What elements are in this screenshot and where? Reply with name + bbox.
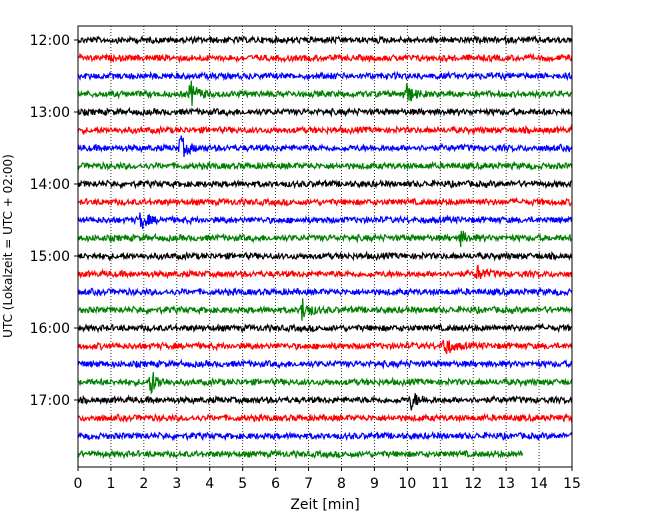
- y-tick-label: 16:00: [30, 321, 70, 337]
- y-tick-label: 14:00: [30, 177, 70, 193]
- trace-row: [77, 286, 573, 298]
- trace-row: [78, 80, 572, 107]
- trace-row: [77, 178, 573, 190]
- plot-frame: [77, 25, 573, 468]
- trace-row: [77, 34, 573, 46]
- y-tick-label: 15:00: [30, 249, 70, 265]
- trace-row: [77, 70, 573, 82]
- trace-row: [77, 160, 573, 172]
- x-tick-label: 14: [530, 476, 548, 492]
- trace-row: [77, 298, 573, 321]
- x-tick-label: 5: [238, 476, 247, 492]
- x-tick-label: 9: [370, 476, 379, 492]
- x-axis-label: Zeit [min]: [290, 497, 359, 513]
- y-tick-label: 17:00: [30, 393, 70, 409]
- trace-row: [77, 196, 573, 208]
- x-tick-label: 8: [337, 476, 346, 492]
- x-tick-label: 13: [497, 476, 515, 492]
- trace-row: [77, 230, 573, 248]
- trace-row: [77, 212, 573, 230]
- trace-row: [77, 52, 573, 64]
- x-tick-label: 10: [398, 476, 416, 492]
- trace-row: [77, 322, 573, 334]
- x-tick-label: 11: [431, 476, 449, 492]
- trace-row: [77, 264, 573, 280]
- x-tick-label: 3: [172, 476, 181, 492]
- x-tick-label: 1: [106, 476, 115, 492]
- trace-row: [77, 449, 524, 460]
- trace-row: [77, 358, 573, 370]
- trace-row: [77, 371, 573, 395]
- x-tick-label: 0: [74, 476, 83, 492]
- trace-row: [77, 106, 573, 118]
- y-tick-label: 13:00: [30, 105, 70, 121]
- x-tick-label: 2: [139, 476, 148, 492]
- x-tick-label: 4: [205, 476, 214, 492]
- trace-layer: [77, 34, 573, 460]
- y-tick-label: 12:00: [30, 33, 70, 49]
- x-tick-label: 12: [464, 476, 482, 492]
- y-axis-label: UTC (Lokalzeit = UTC + 02:00): [1, 154, 15, 338]
- trace-row: [77, 250, 573, 262]
- x-tick-label: 6: [271, 476, 280, 492]
- trace-row: [77, 339, 573, 354]
- y-axis: 12:00 13:00 14:00 15:00 16:00 17:00: [30, 33, 78, 409]
- x-tick-label: 7: [304, 476, 313, 492]
- trace-row: [77, 412, 573, 424]
- x-tick-label: 15: [563, 476, 581, 492]
- trace-row: [77, 393, 573, 411]
- trace-row: [77, 124, 573, 136]
- x-axis: 0 1 2 3 4 5 6 7 8 9 10 11 12 13 14 15: [74, 467, 581, 492]
- trace-row: [77, 430, 573, 442]
- trace-row: [77, 135, 573, 158]
